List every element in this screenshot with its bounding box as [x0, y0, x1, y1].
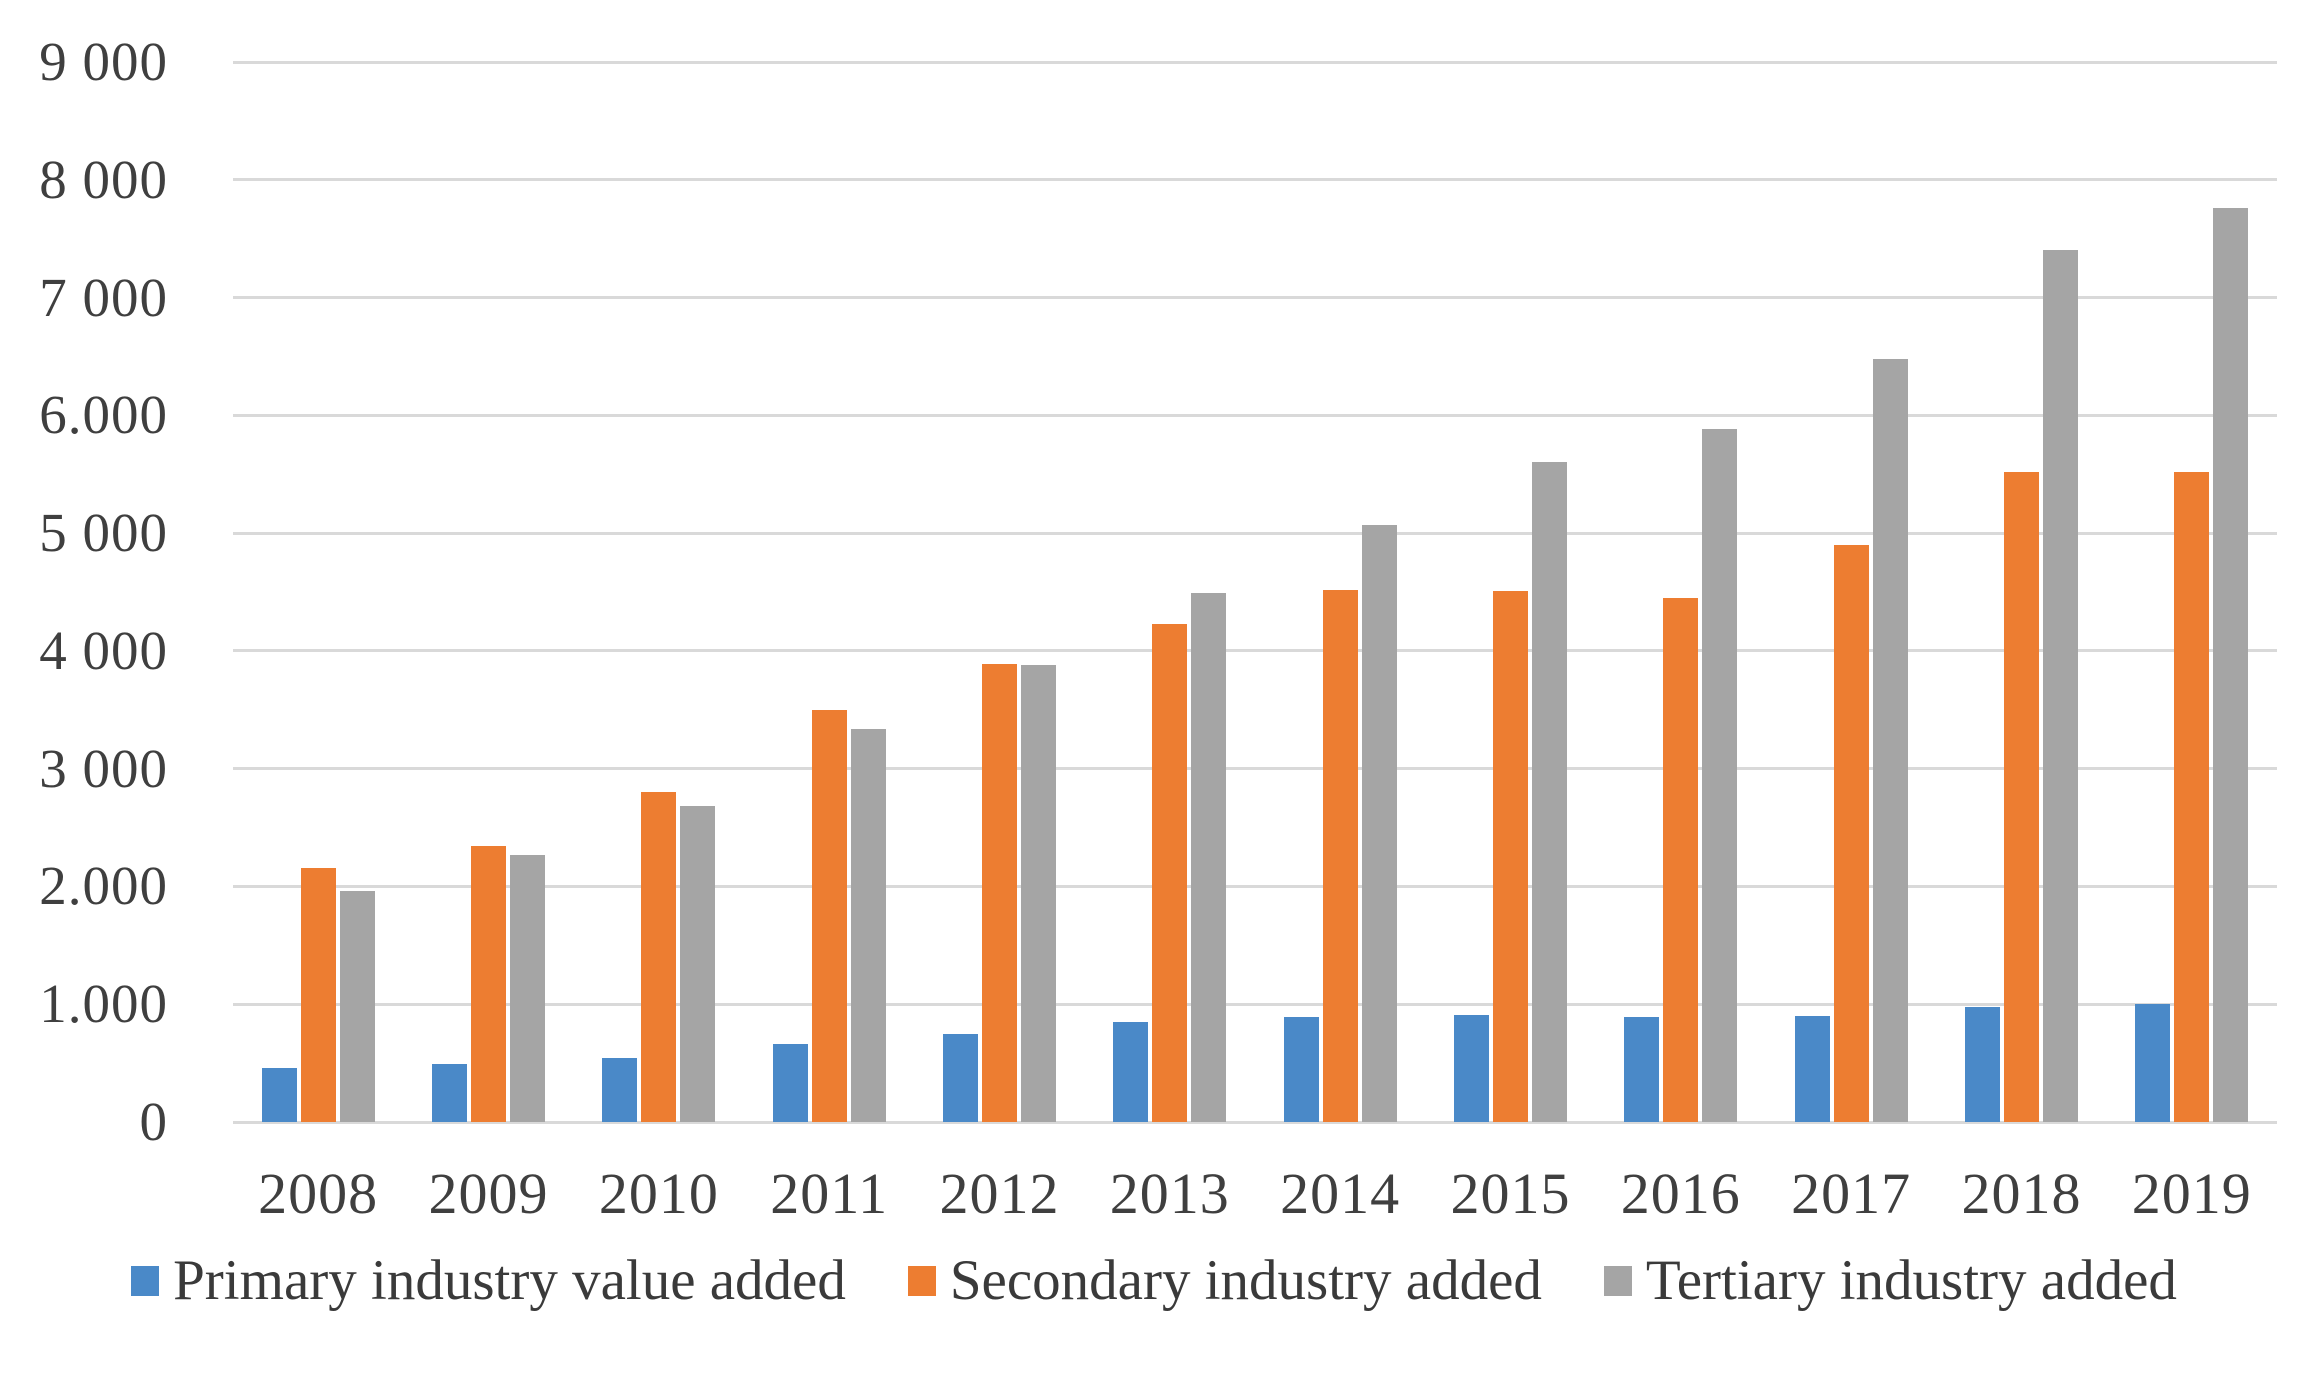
bar-group-2013 — [1085, 62, 1255, 1122]
x-tick-label-2009: 2009 — [428, 1161, 549, 1226]
bar-group-2010 — [574, 62, 744, 1122]
bar-secondary-2012 — [981, 664, 1017, 1122]
bar-secondary-2013 — [1152, 624, 1188, 1122]
y-tick-label-1000: 1.000 — [39, 973, 168, 1035]
x-tick-label-2018: 2018 — [1961, 1161, 2082, 1226]
x-tick-label-2011: 2011 — [770, 1161, 889, 1226]
bar-secondary-2016 — [1663, 598, 1699, 1122]
bar-secondary-2011 — [811, 710, 847, 1122]
gridline-4000 — [233, 649, 2277, 653]
legend-marker-primary-icon — [131, 1265, 160, 1296]
bar-primary-2016 — [1624, 1017, 1660, 1122]
bar-tertiary-2008 — [339, 891, 375, 1122]
bar-secondary-2017 — [1833, 545, 1869, 1122]
x-tick-label-2008: 2008 — [258, 1161, 379, 1226]
bar-group-2018 — [1936, 62, 2106, 1122]
x-tick-label-2010: 2010 — [598, 1161, 719, 1226]
bar-primary-2014 — [1283, 1017, 1319, 1122]
gridline-0 — [233, 1120, 2277, 1124]
bar-group-2009 — [403, 62, 573, 1122]
y-tick-label-6000: 6.000 — [39, 384, 168, 446]
bar-group-2019 — [2107, 62, 2277, 1122]
y-tick-label-5000: 5 000 — [39, 502, 168, 564]
x-tick-label-2012: 2012 — [939, 1161, 1060, 1226]
bar-primary-2013 — [1113, 1022, 1149, 1122]
x-tick-label-2016: 2016 — [1620, 1161, 1741, 1226]
bar-tertiary-2017 — [1872, 359, 1908, 1122]
x-tick-label-2013: 2013 — [1109, 1161, 1230, 1226]
bar-tertiary-2016 — [1702, 429, 1738, 1122]
bar-secondary-2018 — [2003, 472, 2039, 1122]
y-tick-label-2000: 2.000 — [39, 855, 168, 917]
y-tick-label-3000: 3 000 — [39, 737, 168, 799]
bar-group-2011 — [744, 62, 914, 1122]
bar-group-2017 — [1766, 62, 1936, 1122]
legend-item-tertiary: Tertiary industry added — [1603, 1248, 2177, 1313]
bar-secondary-2010 — [641, 792, 677, 1122]
y-tick-label-8000: 8 000 — [39, 148, 168, 210]
bar-secondary-2015 — [1492, 591, 1528, 1122]
gridline-1000 — [233, 1002, 2277, 1006]
gridline-9000 — [233, 60, 2277, 64]
legend-marker-secondary-icon — [907, 1265, 936, 1296]
bar-primary-2009 — [431, 1064, 467, 1122]
bar-primary-2011 — [772, 1044, 808, 1122]
bar-primary-2018 — [1964, 1007, 2000, 1122]
gridline-6000 — [233, 413, 2277, 417]
gridline-5000 — [233, 531, 2277, 535]
bar-group-2012 — [914, 62, 1084, 1122]
gridline-7000 — [233, 296, 2277, 300]
bar-primary-2015 — [1453, 1015, 1489, 1122]
bar-tertiary-2013 — [1191, 593, 1227, 1122]
y-tick-label-7000: 7 000 — [39, 266, 168, 328]
legend-item-secondary: Secondary industry added — [907, 1248, 1542, 1313]
bar-group-2014 — [1255, 62, 1425, 1122]
legend-item-primary: Primary industry value added — [131, 1248, 846, 1313]
legend-marker-tertiary-icon — [1603, 1265, 1632, 1296]
bar-secondary-2014 — [1322, 590, 1358, 1122]
gridline-8000 — [233, 178, 2277, 182]
bar-tertiary-2018 — [2042, 250, 2078, 1122]
x-tick-label-2019: 2019 — [2131, 1161, 2252, 1226]
bar-group-2016 — [1596, 62, 1766, 1122]
bar-primary-2008 — [261, 1068, 297, 1122]
bar-tertiary-2010 — [680, 806, 716, 1122]
y-tick-label-4000: 4 000 — [39, 619, 168, 681]
bar-secondary-2009 — [470, 846, 506, 1122]
bar-tertiary-2009 — [509, 855, 545, 1122]
bar-tertiary-2012 — [1020, 665, 1056, 1122]
bar-tertiary-2011 — [850, 729, 886, 1122]
bar-group-2008 — [233, 62, 403, 1122]
bar-primary-2010 — [602, 1058, 638, 1122]
x-tick-label-2017: 2017 — [1791, 1161, 1912, 1226]
y-tick-label-9000: 9 000 — [39, 31, 168, 92]
bar-secondary-2008 — [300, 868, 336, 1122]
bar-secondary-2019 — [2174, 472, 2210, 1122]
bar-tertiary-2015 — [1531, 462, 1567, 1122]
legend-label-tertiary: Tertiary industry added — [1645, 1249, 2177, 1312]
legend: Primary industry value added Secondary in… — [0, 1248, 2308, 1313]
bar-primary-2012 — [942, 1034, 978, 1122]
plot-area — [233, 60, 2277, 1124]
gridline-2000 — [233, 884, 2277, 888]
bar-primary-2019 — [2135, 1004, 2171, 1122]
legend-label-primary: Primary industry value added — [173, 1249, 846, 1312]
x-tick-label-2015: 2015 — [1450, 1161, 1571, 1226]
x-tick-label-2014: 2014 — [1280, 1161, 1401, 1226]
legend-label-secondary: Secondary industry added — [949, 1249, 1542, 1312]
gridline-3000 — [233, 767, 2277, 771]
y-tick-label-0: 0 — [139, 1091, 168, 1152]
bar-tertiary-2019 — [2213, 208, 2249, 1122]
bar-tertiary-2014 — [1361, 525, 1397, 1122]
bar-group-2015 — [1425, 62, 1595, 1122]
x-axis: 2008 2009 2010 2011 2012 2013 2014 2015 2016 2017… — [233, 1160, 2277, 1227]
bar-field — [233, 62, 2277, 1122]
bar-primary-2017 — [1794, 1016, 1830, 1122]
